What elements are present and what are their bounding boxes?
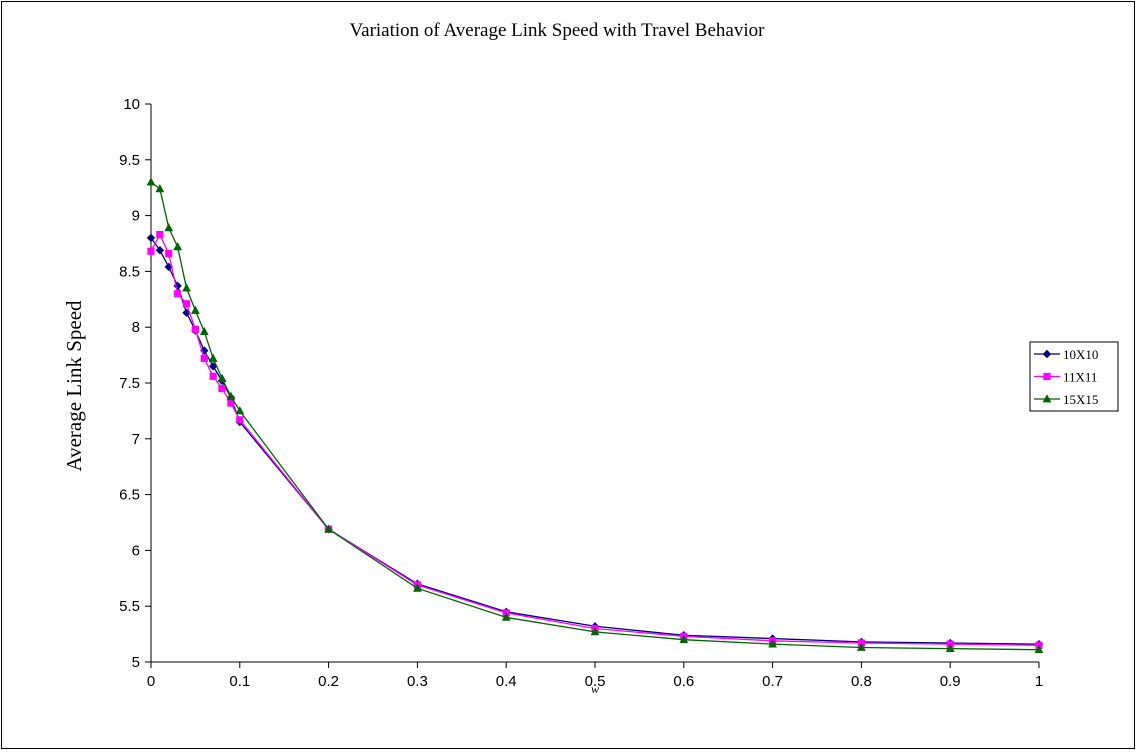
data-point (768, 639, 777, 648)
x-tick-label: 0.9 (940, 673, 961, 690)
data-point (182, 283, 191, 292)
y-tick-label: 8.5 (119, 263, 140, 280)
y-tick-label: 6 (132, 542, 140, 559)
data-point (199, 326, 209, 336)
data-point (413, 583, 422, 592)
y-tick-label: 7 (132, 431, 140, 448)
x-tick-label: 0.4 (496, 673, 517, 690)
data-point (324, 524, 333, 533)
legend: 10X10 11X11 15X15 (1029, 341, 1119, 412)
series-line (150, 237, 1040, 645)
y-tick-label: 9.5 (119, 152, 140, 169)
legend-label: 15X15 (1063, 392, 1098, 407)
data-point (590, 627, 600, 636)
data-point (1034, 644, 1044, 654)
y-tick-label: 6.5 (119, 487, 140, 504)
data-point (217, 373, 227, 382)
data-point (164, 223, 174, 232)
data-point (209, 372, 217, 380)
x-tick-label: 0.8 (851, 673, 872, 690)
chart-title: Variation of Average Link Speed with Tra… (350, 20, 766, 41)
y-tick-label: 9 (132, 208, 140, 225)
data-point (226, 391, 236, 400)
series-10X10 (146, 233, 1044, 649)
axes: 5 5.5 6 6.5 7 7.5 8 8.5 9 9.5 10 0 0.1 0.2 0.3 0.4 0.5 0.… (119, 96, 1043, 690)
data-point (945, 643, 955, 653)
y-tick-label: 10 (123, 96, 140, 113)
data-point (1042, 349, 1052, 359)
data-point (155, 245, 165, 255)
data-point (679, 634, 689, 644)
data-point (173, 242, 183, 251)
data-point (236, 416, 244, 424)
data-point (208, 362, 218, 371)
data-point (501, 612, 511, 621)
data-point (146, 233, 156, 243)
data-point (191, 305, 200, 314)
series-line (150, 233, 1040, 646)
y-axis-label: Average Link Speed (62, 300, 86, 472)
legend-item: 15X15 (1034, 392, 1098, 407)
series-group (146, 177, 1044, 654)
data-point (191, 325, 199, 334)
legend-label: 10X10 (1063, 347, 1098, 362)
data-point (146, 177, 156, 186)
legend-item: 10X10 (1034, 347, 1098, 362)
x-tick-label: 0.1 (229, 673, 250, 690)
data-point (200, 346, 209, 355)
data-point (208, 353, 218, 362)
data-point (147, 247, 155, 255)
legend-item: 11X11 (1034, 370, 1097, 385)
x-axis-label: w (591, 682, 599, 696)
data-point (227, 399, 235, 407)
x-tick-label: 0.7 (762, 673, 783, 690)
data-point (200, 354, 208, 363)
x-tick-label: 0.6 (673, 673, 694, 690)
y-tick-label: 5.5 (119, 598, 140, 615)
data-point (857, 642, 866, 651)
x-tick-label: 1 (1035, 673, 1043, 690)
data-point (165, 249, 173, 258)
data-point (235, 406, 245, 415)
data-point (218, 384, 226, 393)
data-point (1043, 372, 1051, 381)
y-tick-label: 5 (132, 654, 140, 671)
x-tick-label: 0.3 (407, 673, 428, 690)
y-tick-label: 7.5 (119, 375, 140, 392)
series-15X15 (146, 177, 1044, 654)
y-tick-label: 8 (132, 319, 140, 336)
x-tick-label: 0.5 (585, 673, 606, 690)
data-point (155, 184, 165, 193)
series-line (150, 181, 1040, 651)
data-point (182, 300, 191, 308)
legend-label: 11X11 (1063, 370, 1097, 385)
x-tick-label: 0 (147, 673, 155, 690)
data-point (1042, 394, 1052, 403)
data-point (156, 230, 164, 239)
series-11X11 (147, 230, 1043, 649)
x-tick-label: 0.2 (318, 673, 339, 690)
data-point (174, 290, 182, 298)
